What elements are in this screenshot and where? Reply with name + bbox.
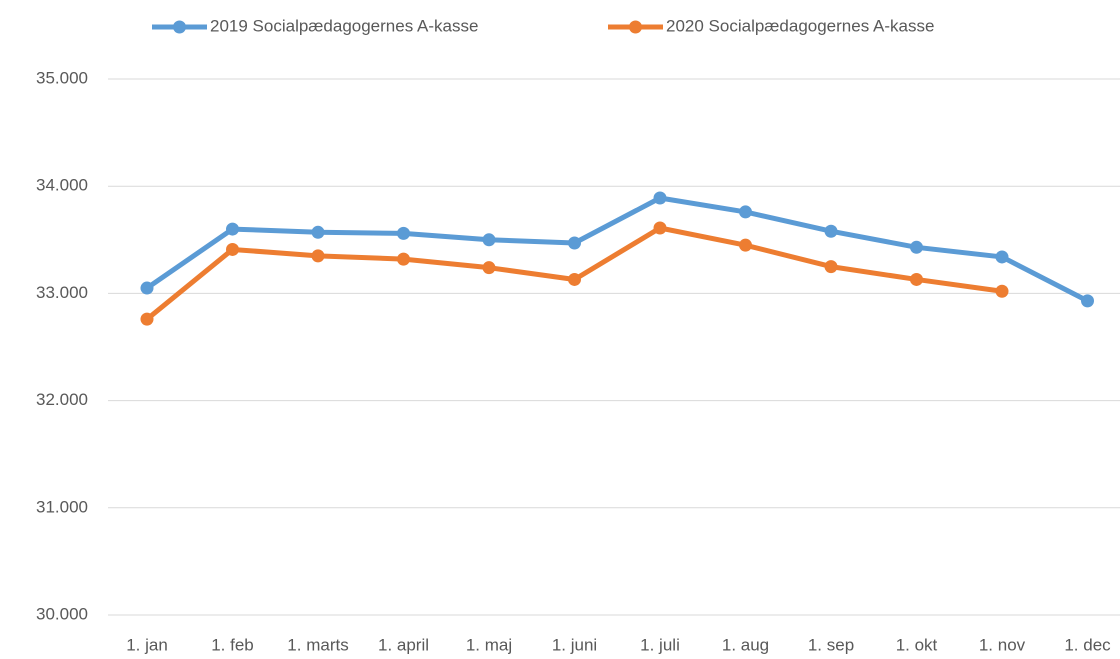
data-point (568, 236, 581, 250)
x-tick-label: 1. dec (1064, 635, 1111, 654)
data-point (824, 224, 838, 238)
x-tick-label: 1. okt (896, 635, 938, 654)
data-point (1081, 294, 1094, 308)
data-point (995, 284, 1009, 298)
x-tick-label: 1. nov (979, 635, 1026, 654)
data-point (910, 240, 923, 254)
x-tick-label: 1. aug (722, 635, 769, 654)
legend-marker (173, 20, 186, 34)
legend-label: 2019 Socialpædagogernes A-kasse (210, 16, 478, 35)
x-tick-label: 1. juli (640, 635, 680, 654)
y-tick-label: 30.000 (36, 604, 88, 623)
x-tick-label: 1. marts (287, 635, 348, 654)
data-point (397, 226, 410, 240)
x-tick-label: 1. jan (126, 635, 168, 654)
x-tick-label: 1. sep (808, 635, 854, 654)
legend-label: 2020 Socialpædagogernes A-kasse (666, 16, 934, 35)
y-tick-label: 34.000 (36, 176, 88, 195)
x-tick-label: 1. maj (466, 635, 512, 654)
y-tick-label: 32.000 (36, 390, 88, 409)
data-point (568, 272, 581, 286)
x-tick-label: 1. april (378, 635, 429, 654)
x-tick-label: 1. juni (552, 635, 597, 654)
y-tick-label: 33.000 (36, 283, 88, 302)
data-point (824, 260, 838, 274)
legend-marker (629, 20, 642, 34)
data-point (482, 233, 496, 247)
data-point (482, 261, 496, 275)
data-point (140, 312, 154, 326)
data-point (397, 252, 410, 266)
data-point (311, 225, 325, 239)
x-tick-label: 1. feb (211, 635, 254, 654)
data-point (653, 191, 667, 205)
data-point (995, 250, 1009, 264)
data-point (140, 281, 154, 295)
data-point (739, 205, 752, 219)
data-point (910, 272, 923, 286)
data-point (226, 222, 239, 236)
data-point (311, 249, 325, 263)
y-tick-label: 31.000 (36, 497, 88, 516)
series-line (145, 195, 1089, 304)
y-tick-label: 35.000 (36, 68, 88, 87)
data-point (226, 242, 239, 256)
data-point (653, 221, 667, 235)
data-point (739, 238, 752, 252)
